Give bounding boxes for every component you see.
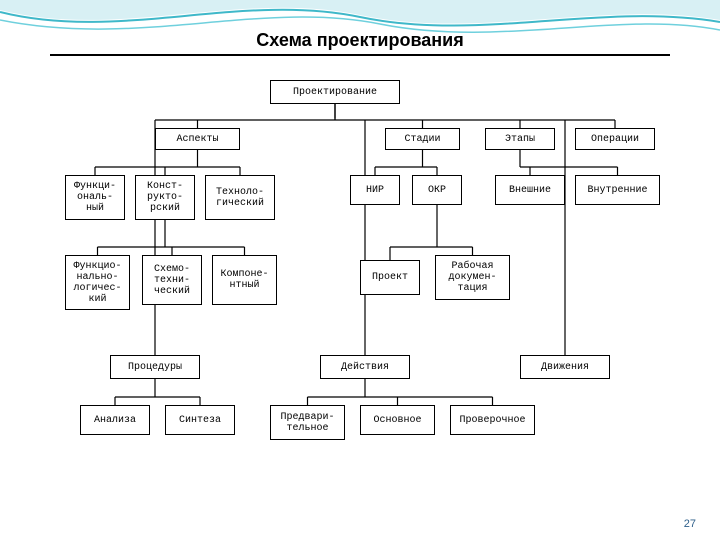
node-prover: Проверочное bbox=[450, 405, 535, 435]
node-oper: Операции bbox=[575, 128, 655, 150]
node-predv: Предвари-тельное bbox=[270, 405, 345, 440]
node-vnesh: Внешние bbox=[495, 175, 565, 205]
node-aspekty: Аспекты bbox=[155, 128, 240, 150]
node-funk: Функци-ональ-ный bbox=[65, 175, 125, 220]
node-rabdoc: Рабочаядокумен-тация bbox=[435, 255, 510, 300]
node-sintez: Синтеза bbox=[165, 405, 235, 435]
node-nir: НИР bbox=[350, 175, 400, 205]
node-osnov: Основное bbox=[360, 405, 435, 435]
node-analiz: Анализа bbox=[80, 405, 150, 435]
node-okr: ОКР bbox=[412, 175, 462, 205]
node-deist: Действия bbox=[320, 355, 410, 379]
node-dvizh: Движения bbox=[520, 355, 610, 379]
page-title: Схема проектирования bbox=[0, 30, 720, 51]
node-shemo: Схемо-техни-ческий bbox=[142, 255, 202, 305]
node-stadii: Стадии bbox=[385, 128, 460, 150]
node-tech: Техноло-гический bbox=[205, 175, 275, 220]
node-kompon: Компоне-нтный bbox=[212, 255, 277, 305]
node-vnutr: Внутренние bbox=[575, 175, 660, 205]
design-diagram: Проектирование Аспекты Стадии Этапы Операции… bbox=[50, 80, 670, 510]
title-underline bbox=[50, 54, 670, 56]
node-proekt: Проект bbox=[360, 260, 420, 295]
node-proc: Процедуры bbox=[110, 355, 200, 379]
node-konst: Конст-рукто-рский bbox=[135, 175, 195, 220]
node-root: Проектирование bbox=[270, 80, 400, 104]
page-number: 27 bbox=[684, 518, 696, 530]
node-funlog: Функцио-нально-логичес-кий bbox=[65, 255, 130, 310]
node-etapy: Этапы bbox=[485, 128, 555, 150]
